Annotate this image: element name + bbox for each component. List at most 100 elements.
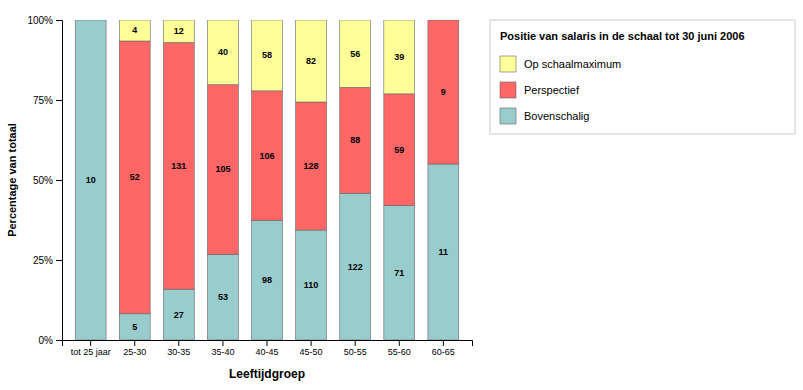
y-axis-title: Percentage van totaal — [6, 123, 18, 237]
bar — [296, 102, 327, 230]
bar — [296, 20, 327, 102]
x-tick-mark — [443, 340, 444, 346]
count-labels: 1052753981101227111521311051061288859941… — [86, 25, 448, 331]
bar — [207, 254, 238, 340]
bar — [252, 20, 283, 91]
x-tick: 45-50 — [300, 340, 323, 357]
plot: 1052753981101227111521311051061288859941… — [6, 15, 473, 381]
bar — [340, 20, 371, 87]
legend: Positie van salaris in de schaal tot 30 … — [490, 20, 795, 134]
count-label: 53 — [218, 292, 228, 302]
x-axis: tot 25 jaar 25-30 30-35 35-40 40-45 45-50 50-5… — [63, 340, 473, 357]
y-tick-label: 100% — [27, 15, 53, 26]
bar — [340, 87, 371, 193]
x-tick-mark — [399, 340, 400, 346]
x-axis-title: Leeftijdgroep — [229, 367, 305, 381]
x-tick-label: 55-60 — [388, 347, 411, 357]
legend-label: Bovenschalig — [524, 110, 589, 122]
x-tick-label: 60-65 — [432, 347, 455, 357]
bar — [296, 230, 327, 340]
count-label: 131 — [171, 161, 186, 171]
x-tick-mark — [178, 340, 179, 346]
y-axis-line — [56, 21, 63, 341]
count-label: 71 — [394, 268, 404, 278]
bar — [75, 20, 106, 21]
bar — [75, 20, 106, 21]
y-tick-mark — [56, 100, 62, 101]
x-tick: 40-45 — [255, 340, 278, 357]
bar — [428, 20, 459, 164]
y-tick: 50% — [33, 175, 62, 186]
count-label: 52 — [130, 172, 140, 182]
x-tick-label: 45-50 — [300, 347, 323, 357]
y-tick-label: 25% — [33, 255, 53, 266]
x-tick-label: 25-30 — [123, 347, 146, 357]
count-label: 128 — [304, 161, 319, 171]
bar — [207, 85, 238, 255]
chart: 1052753981101227111521311051061288859941… — [0, 0, 803, 390]
y-tick: 100% — [27, 15, 62, 26]
count-label: 122 — [348, 262, 363, 272]
y-axis: 0% 25% 50% 75% 100% — [27, 15, 62, 346]
x-tick: 35-40 — [211, 340, 234, 357]
bar — [119, 314, 150, 340]
bar — [75, 20, 106, 340]
bar — [384, 20, 415, 94]
count-label: 39 — [394, 52, 404, 62]
series — [119, 20, 458, 314]
x-tick: 50-55 — [344, 340, 367, 357]
count-label: 88 — [350, 135, 360, 145]
y-tick: 0% — [39, 335, 62, 346]
count-label: 5 — [132, 322, 137, 332]
count-label: 12 — [174, 26, 184, 36]
bar — [428, 20, 459, 21]
legend-item: Bovenschalig — [500, 108, 589, 124]
x-tick: tot 25 jaar — [71, 340, 111, 357]
bar — [384, 206, 415, 340]
bar — [163, 289, 194, 340]
count-label: 82 — [306, 56, 316, 66]
bar — [119, 20, 150, 41]
x-tick: 30-35 — [167, 340, 190, 357]
series — [119, 20, 414, 102]
y-tick-label: 50% — [33, 175, 53, 186]
legend-swatch — [500, 56, 516, 72]
bars — [75, 20, 459, 340]
x-axis-line — [63, 341, 473, 347]
count-label: 11 — [439, 247, 449, 257]
bar — [252, 220, 283, 340]
count-label: 4 — [132, 25, 137, 35]
x-tick-label: tot 25 jaar — [71, 347, 111, 357]
y-tick-mark — [56, 180, 62, 181]
x-tick: 60-65 — [432, 340, 455, 357]
bar — [384, 94, 415, 206]
legend-title: Positie van salaris in de schaal tot 30 … — [500, 30, 745, 42]
y-tick-mark — [56, 260, 62, 261]
count-label: 40 — [218, 47, 228, 57]
bar — [428, 164, 459, 340]
bar — [163, 43, 194, 290]
x-tick-label: 50-55 — [344, 347, 367, 357]
x-tick-label: 30-35 — [167, 347, 190, 357]
x-tick-label: 35-40 — [211, 347, 234, 357]
x-tick-mark — [311, 340, 312, 346]
count-label: 110 — [304, 280, 319, 290]
bar — [119, 41, 150, 314]
x-tick-mark — [134, 340, 135, 346]
legend-label: Perspectief — [524, 84, 580, 96]
count-label: 106 — [259, 151, 274, 161]
bar — [163, 20, 194, 43]
x-tick-label: 40-45 — [255, 347, 278, 357]
count-label: 98 — [262, 275, 272, 285]
legend-label: Op schaalmaximum — [524, 58, 621, 70]
count-label: 105 — [215, 164, 230, 174]
legend-swatch — [500, 82, 516, 98]
x-tick: 55-60 — [388, 340, 411, 357]
y-tick: 75% — [33, 95, 62, 106]
x-tick-mark — [267, 340, 268, 346]
legend-box — [490, 20, 795, 134]
count-label: 9 — [441, 87, 446, 97]
legend-swatch — [500, 108, 516, 124]
x-tick: 25-30 — [123, 340, 146, 357]
bar — [207, 20, 238, 85]
